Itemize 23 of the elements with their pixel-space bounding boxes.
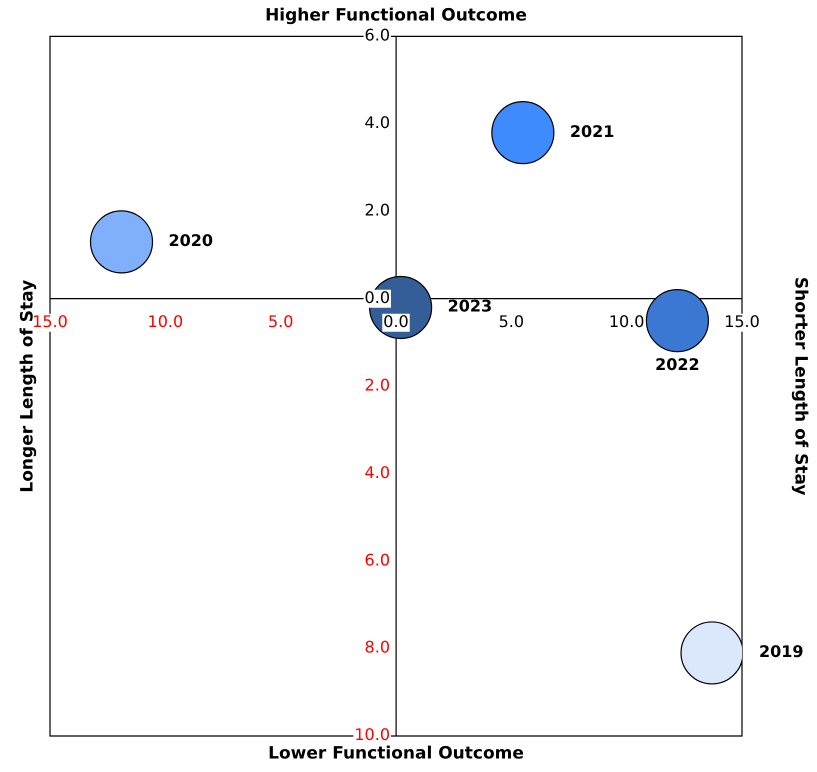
- y-tick-label: 2.0: [364, 375, 390, 394]
- series-label: 2023: [448, 296, 492, 316]
- series-label: 2020: [168, 231, 214, 250]
- x-tick-label: 10.0: [608, 312, 644, 331]
- y-tick-label: 4.0: [364, 113, 390, 132]
- y-tick-label: 4.0: [364, 462, 390, 482]
- x-tick-label: 15.0: [724, 312, 760, 331]
- x-tick-label: 5.0: [268, 312, 294, 331]
- y-tick-label: 8.0: [364, 638, 390, 657]
- series-label: 2022: [655, 354, 700, 374]
- x-tick-label: 0.0: [383, 312, 409, 331]
- series-label: 2021: [570, 122, 614, 141]
- x-axis-title: Lower Functional Outcome: [268, 743, 524, 764]
- series-label: 2019: [759, 642, 804, 662]
- y-tick-label: 6.0: [364, 26, 390, 45]
- x-tick-label: 10.0: [148, 312, 184, 331]
- y-tick-label: 10.0: [354, 725, 390, 744]
- chart-title: Higher Functional Outcome: [265, 6, 527, 26]
- y-tick-label: 2.0: [364, 200, 390, 220]
- y2-axis-title: Shorter Length of Stay: [790, 276, 811, 496]
- y-tick-label: 0.0: [364, 288, 390, 307]
- x-tick-label: 5.0: [498, 312, 524, 331]
- y-tick-label: 6.0: [364, 550, 390, 570]
